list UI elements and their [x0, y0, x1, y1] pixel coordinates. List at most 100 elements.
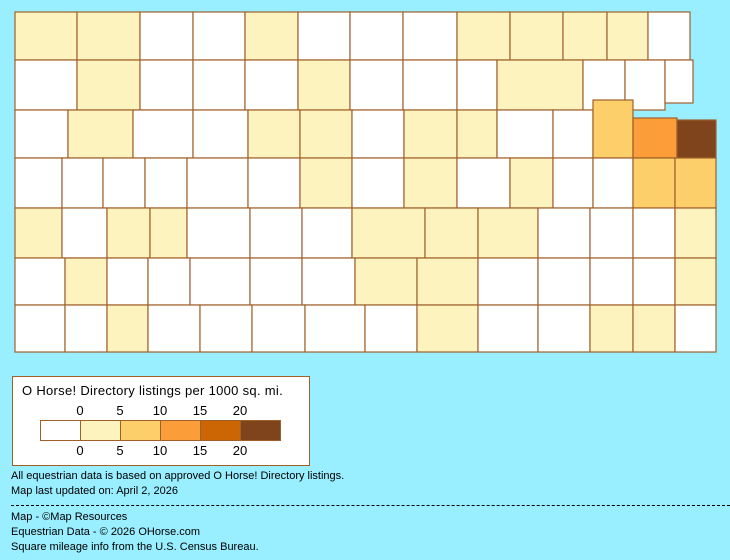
- county[interactable]: [76, 59, 141, 111]
- county[interactable]: [297, 59, 351, 111]
- county[interactable]: [247, 109, 301, 159]
- county[interactable]: [537, 257, 591, 306]
- county[interactable]: [496, 109, 554, 159]
- legend-label-bottom-0: 0: [76, 443, 84, 458]
- divider: [11, 505, 730, 506]
- county[interactable]: [106, 304, 149, 353]
- county[interactable]: [139, 11, 194, 61]
- county[interactable]: [189, 257, 251, 306]
- legend-swatch-5: [241, 421, 280, 440]
- county[interactable]: [674, 257, 717, 306]
- county[interactable]: [244, 59, 299, 111]
- county[interactable]: [299, 157, 353, 209]
- county[interactable]: [562, 11, 608, 61]
- county[interactable]: [509, 157, 554, 209]
- county[interactable]: [592, 99, 634, 159]
- county[interactable]: [192, 59, 246, 111]
- county[interactable]: [132, 109, 194, 159]
- county[interactable]: [14, 257, 66, 306]
- county[interactable]: [424, 207, 479, 259]
- county[interactable]: [301, 207, 353, 259]
- county[interactable]: [351, 207, 426, 259]
- county[interactable]: [244, 11, 299, 61]
- county[interactable]: [351, 157, 405, 209]
- county[interactable]: [139, 59, 194, 111]
- county[interactable]: [61, 157, 104, 209]
- county[interactable]: [632, 207, 676, 259]
- county[interactable]: [192, 109, 249, 159]
- county[interactable]: [589, 207, 634, 259]
- county[interactable]: [149, 207, 188, 259]
- county[interactable]: [537, 207, 591, 259]
- county[interactable]: [14, 11, 78, 61]
- county[interactable]: [647, 11, 691, 61]
- county[interactable]: [106, 207, 151, 259]
- county[interactable]: [674, 157, 717, 209]
- county[interactable]: [147, 304, 201, 353]
- county[interactable]: [552, 109, 594, 159]
- county[interactable]: [606, 11, 649, 61]
- county[interactable]: [301, 257, 356, 306]
- county[interactable]: [299, 109, 353, 159]
- county[interactable]: [249, 207, 303, 259]
- county[interactable]: [147, 257, 191, 306]
- county[interactable]: [14, 207, 63, 259]
- county[interactable]: [186, 157, 249, 209]
- county[interactable]: [102, 157, 146, 209]
- county[interactable]: [186, 207, 251, 259]
- county[interactable]: [632, 257, 676, 306]
- county[interactable]: [496, 59, 584, 111]
- county[interactable]: [674, 304, 717, 353]
- county[interactable]: [349, 11, 404, 61]
- county[interactable]: [477, 304, 539, 353]
- county[interactable]: [537, 304, 591, 353]
- county[interactable]: [589, 257, 634, 306]
- county[interactable]: [509, 11, 564, 61]
- county[interactable]: [632, 117, 678, 159]
- county[interactable]: [589, 304, 634, 353]
- county[interactable]: [674, 207, 717, 259]
- county[interactable]: [364, 304, 418, 353]
- county[interactable]: [664, 59, 694, 104]
- county[interactable]: [456, 59, 498, 111]
- county[interactable]: [251, 304, 306, 353]
- county[interactable]: [477, 207, 539, 259]
- county[interactable]: [354, 257, 418, 306]
- county[interactable]: [76, 11, 141, 61]
- county[interactable]: [106, 257, 149, 306]
- county[interactable]: [64, 257, 108, 306]
- county[interactable]: [14, 157, 63, 209]
- county[interactable]: [456, 109, 498, 159]
- county[interactable]: [144, 157, 188, 209]
- county[interactable]: [192, 11, 246, 61]
- county[interactable]: [14, 59, 78, 111]
- county[interactable]: [632, 304, 676, 353]
- county[interactable]: [632, 157, 676, 209]
- county[interactable]: [64, 304, 108, 353]
- county[interactable]: [349, 59, 404, 111]
- county[interactable]: [477, 257, 539, 306]
- county[interactable]: [14, 109, 69, 159]
- county[interactable]: [249, 257, 303, 306]
- county[interactable]: [456, 11, 511, 61]
- county[interactable]: [416, 304, 479, 353]
- county[interactable]: [552, 157, 594, 209]
- county[interactable]: [247, 157, 301, 209]
- county[interactable]: [14, 304, 66, 353]
- county[interactable]: [676, 119, 717, 159]
- county[interactable]: [416, 257, 479, 306]
- county[interactable]: [304, 304, 366, 353]
- county[interactable]: [456, 157, 511, 209]
- county[interactable]: [297, 11, 351, 61]
- county[interactable]: [402, 11, 458, 61]
- legend-label-top-20: 20: [232, 403, 248, 418]
- county[interactable]: [403, 109, 458, 159]
- county[interactable]: [592, 157, 634, 209]
- legend-swatch-2: [121, 421, 161, 440]
- county[interactable]: [402, 59, 458, 111]
- county[interactable]: [351, 109, 405, 159]
- county[interactable]: [403, 157, 458, 209]
- county[interactable]: [199, 304, 253, 353]
- county[interactable]: [61, 207, 108, 259]
- county[interactable]: [67, 109, 134, 159]
